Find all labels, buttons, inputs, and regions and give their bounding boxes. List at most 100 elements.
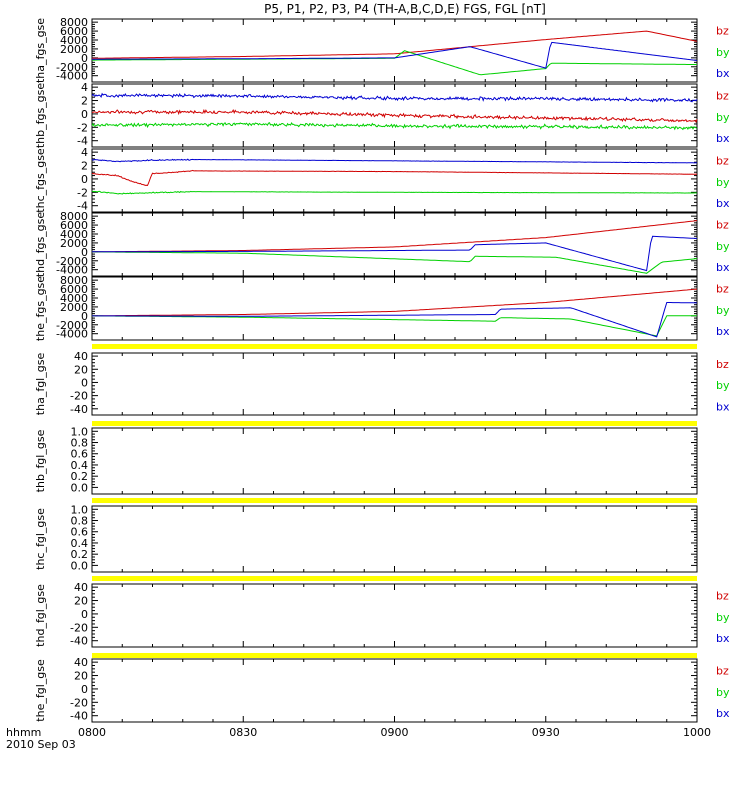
y-axis-label: the_fgs_gse — [34, 276, 47, 341]
y-axis-label: thc_fgs_gse — [34, 148, 47, 213]
y-tick-label: -20 — [70, 390, 88, 403]
x-tick-label: 1000 — [683, 726, 711, 739]
legend-by: by — [716, 379, 730, 392]
series-bz — [92, 220, 698, 253]
legend-by: by — [716, 176, 730, 189]
series-bx — [92, 41, 698, 69]
panel-thb_fgs_gse: 420-2-4 thb_fgs_gse bz by bx — [34, 81, 730, 148]
y-tick-label: -40 — [70, 710, 88, 723]
y-tick-label: 0 — [81, 683, 88, 696]
y-tick-label: 8000 — [60, 210, 88, 223]
y-tick-label: 0.6 — [71, 526, 89, 539]
y-tick-label: 2000 — [60, 237, 88, 250]
panel-frame — [91, 148, 698, 213]
y-tick-label: 0.8 — [71, 515, 89, 528]
legend-bz: bz — [716, 154, 729, 167]
y-tick-label: 2 — [81, 160, 88, 173]
y-tick-label: 40 — [74, 581, 88, 594]
series-bx — [91, 92, 698, 103]
status-bar — [92, 421, 697, 426]
y-tick-label: 4000 — [60, 228, 88, 241]
y-axis-label: the_fgl_gse — [34, 659, 47, 722]
y-tick-label: 4000 — [60, 34, 88, 47]
y-axis-label: thb_fgs_gse — [34, 83, 47, 149]
series-bx — [92, 235, 698, 272]
legend-by: by — [716, 111, 730, 124]
y-tick-label: 0.0 — [71, 559, 89, 572]
status-bar — [92, 653, 697, 658]
status-bar — [92, 498, 697, 503]
y-tick-label: 0 — [81, 108, 88, 121]
legend-bz: bz — [716, 218, 729, 231]
y-tick-label: 8000 — [60, 274, 88, 287]
legend-by: by — [716, 304, 730, 317]
panel-frame — [91, 427, 698, 495]
y-tick-label: 2000 — [60, 43, 88, 56]
x-axis: 0800 0830 0900 0930 1000 — [78, 726, 711, 739]
panel-thc_fgl_gse: 1.00.80.60.40.20.0 thc_fgl_gse — [34, 503, 698, 573]
y-tick-label: -4000 — [56, 264, 88, 277]
y-tick-label: 0 — [81, 608, 88, 621]
y-tick-label: -2 — [77, 186, 88, 199]
y-tick-label: 2 — [81, 95, 88, 108]
y-axis-label: tha_fgl_gse — [34, 353, 47, 416]
y-tick-label: -2000 — [56, 255, 88, 268]
y-tick-label: 4 — [81, 146, 88, 159]
x-axis-date: 2010 Sep 03 — [6, 738, 76, 751]
panel-frame — [91, 352, 698, 416]
y-tick-label: -40 — [70, 403, 88, 416]
y-tick-label: 0 — [81, 173, 88, 186]
series-by — [91, 190, 698, 195]
y-tick-label: 0 — [81, 52, 88, 65]
status-bar — [92, 344, 697, 349]
y-tick-label: 40 — [74, 350, 88, 363]
y-axis-label: thc_fgl_gse — [34, 508, 47, 570]
x-axis-label: hhmm — [6, 726, 41, 739]
y-tick-label: -4000 — [56, 328, 88, 341]
panel-frame — [91, 83, 698, 148]
series-bz — [91, 169, 697, 186]
x-tick-label: 0800 — [78, 726, 106, 739]
x-tick-label: 0930 — [532, 726, 560, 739]
y-tick-label: -4000 — [56, 70, 88, 83]
y-tick-label: -2 — [77, 121, 88, 134]
panel-frame — [91, 505, 698, 573]
series-bz — [92, 108, 698, 124]
y-tick-label: 0.6 — [71, 448, 89, 461]
panel-frame — [91, 276, 698, 341]
y-tick-label: 0 — [81, 376, 88, 389]
y-tick-label: 8000 — [60, 16, 88, 29]
y-tick-label: -20 — [70, 696, 88, 709]
y-axis-label: tha_fgs_gse — [34, 18, 47, 83]
legend-bx: bx — [716, 197, 730, 210]
series-by — [91, 251, 698, 274]
panel-frame — [91, 658, 698, 723]
x-tick-label: 0900 — [381, 726, 409, 739]
legend-bx: bx — [716, 67, 730, 80]
panel-frame — [91, 583, 698, 648]
series-by — [91, 315, 697, 337]
y-tick-label: 4000 — [60, 292, 88, 305]
y-tick-label: 40 — [74, 656, 88, 669]
y-tick-label: 0 — [81, 310, 88, 323]
series-bx — [91, 158, 697, 164]
plot-title: P5, P1, P2, P3, P4 (TH-A,B,C,D,E) FGS, F… — [264, 2, 546, 16]
y-tick-label: -4 — [77, 200, 88, 213]
legend-bx: bx — [716, 132, 730, 145]
legend-bx: bx — [716, 261, 730, 274]
y-tick-label: 0.2 — [71, 470, 89, 483]
legend-bx: bx — [716, 632, 730, 645]
y-tick-label: -2000 — [56, 319, 88, 332]
legend-bz: bz — [716, 282, 729, 295]
legend-bz: bz — [716, 664, 729, 677]
y-tick-label: 6000 — [60, 219, 88, 232]
y-axis-label: thd_fgs_gse — [34, 212, 47, 278]
y-tick-label: 4 — [81, 81, 88, 94]
y-tick-label: 1.0 — [71, 503, 89, 516]
series-bx — [91, 302, 697, 338]
